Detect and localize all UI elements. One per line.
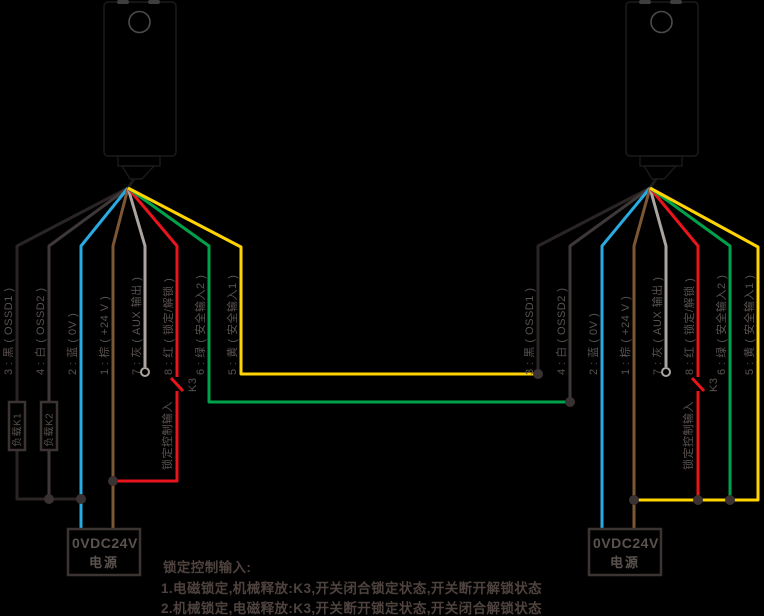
pin-label-right-3: 3 : 黑 ( OSSD1 ): [523, 287, 536, 375]
power-name-right: 电源: [610, 555, 640, 570]
pin-label-right-4: 4 : 白 ( OSSD2 ): [554, 287, 568, 375]
wire-right-white: [568, 186, 651, 402]
right-device-tab-icon: [670, 0, 682, 4]
left-device-hole-icon: [128, 10, 151, 34]
pin-label-right-2: 2 : 蓝 ( 0V ): [587, 313, 600, 375]
notes-title: 锁定控制输入:: [163, 559, 251, 575]
wire-right-brown: [632, 187, 652, 529]
right-device-connector: [639, 155, 683, 167]
wire-left-green: [127, 186, 570, 404]
wire-left-red-lower: [113, 391, 179, 483]
pin-label-left-8: 8 : 红 ( 锁定/解锁 ): [161, 278, 175, 375]
wire-left-black: [15, 186, 129, 402]
wire-right-green: [649, 186, 732, 500]
pin-label-left-1: 1 : 棕 ( +24 V ): [97, 296, 111, 375]
load-k2-box: [39, 400, 59, 452]
lock-input-label-right: 锁定控制输入: [681, 401, 695, 470]
pin-label-right-5: 5 : 黄 ( 安全输入1 ): [742, 275, 756, 375]
left-device: [103, 0, 177, 189]
power-24v-label-left: DC24V: [90, 535, 138, 551]
aux-terminal-circle-left: [140, 367, 150, 377]
left-device-cable-gland: [120, 165, 156, 180]
power-supply-left: 0V DC24V 电源: [66, 527, 142, 577]
junction-dot: [725, 495, 735, 505]
right-device-hole-icon: [650, 10, 673, 34]
wire-left-black-return: [15, 450, 81, 501]
pin-label-right-8: 8 : 红 ( 锁定/解锁 ): [682, 278, 696, 375]
notes-block: 锁定控制输入: 1.电磁锁定,机械释放:K3,开关闭合锁定状态,开关断开解锁状态…: [161, 559, 542, 616]
power-0v-label-left: 0V: [72, 535, 90, 551]
power-name-left: 电源: [89, 555, 119, 570]
left-device-body: [103, 1, 177, 157]
junction-dot: [108, 476, 118, 486]
junction-dot: [565, 397, 575, 407]
wire-right-blue: [600, 187, 652, 529]
right-pin-labels: 3 : 黑 ( OSSD1 ) 4 : 白 ( OSSD2 ) 2 : 蓝 ( …: [523, 275, 756, 375]
k3-switch-blade-right: [690, 376, 706, 393]
k3-switch-blade-left: [169, 376, 185, 393]
pin-label-right-6: 6 : 绿 ( 安全输入2 ): [714, 275, 728, 375]
load-k1-box: [7, 400, 27, 452]
junction-dot: [693, 495, 703, 505]
pin-label-right-1: 1 : 棕 ( +24 V ): [618, 296, 632, 375]
wire-left-white: [47, 186, 129, 402]
left-device-tab-icon: [148, 0, 160, 4]
left-device-cable: [126, 178, 136, 189]
power-supply-right: 0V DC24V 电源: [587, 527, 663, 577]
power-24v-label-right: DC24V: [611, 535, 659, 551]
k3-label-left: K3: [187, 378, 199, 392]
pin-label-left-4: 4 : 白 ( OSSD2 ): [33, 287, 47, 375]
wire-right-black: [536, 186, 651, 374]
pin-label-left-7: 7 : 灰 ( AUX 输出 ): [129, 277, 143, 375]
junction-dots: [44, 369, 735, 505]
notes-line2: 2.机械锁定,电磁释放:K3,开关断开锁定状态,开关闭合解锁状态: [161, 600, 542, 616]
pin-label-left-3: 3 : 黑 ( OSSD1 ): [2, 287, 15, 375]
wire-right-red-upper: [648, 187, 700, 377]
wire-left-gray: [126, 187, 147, 367]
junction-dot: [76, 494, 86, 504]
junction-dot: [533, 369, 543, 379]
wire-right-gray: [648, 187, 668, 367]
right-device-cable: [648, 178, 658, 189]
right-device-cable-gland: [642, 165, 678, 180]
junction-dot: [629, 495, 639, 505]
pin-label-right-7: 7 : 灰 ( AUX 输出 ): [650, 277, 664, 375]
power-box-right: [587, 527, 663, 577]
k3-label-right: K3: [708, 378, 720, 392]
power-0v-label-right: 0V: [593, 535, 611, 551]
pin-label-left-2: 2 : 蓝 ( 0V ): [66, 313, 79, 375]
left-pin-labels: 3 : 黑 ( OSSD1 ) 4 : 白 ( OSSD2 ) 2 : 蓝 ( …: [2, 275, 239, 375]
power-box-left: [66, 527, 142, 577]
load-k2-label: 负载K2: [43, 413, 56, 447]
wire-left-yellow: [127, 186, 539, 376]
right-device-tab-icon: [639, 0, 651, 4]
left-device-connector: [117, 155, 161, 167]
right-device: [625, 0, 699, 189]
right-device-body: [625, 1, 699, 157]
wire-left-brown: [111, 187, 130, 529]
left-device-tab-icon: [117, 0, 129, 4]
pin-label-left-6: 6 : 绿 ( 安全输入2 ): [193, 275, 207, 375]
pin-label-left-5: 5 : 黄 ( 安全输入1 ): [225, 275, 239, 375]
notes-line1: 1.电磁锁定,机械释放:K3,开关闭合锁定状态,开关断开解锁状态: [161, 580, 542, 596]
wire-left-red-upper: [126, 187, 179, 377]
junction-dot: [44, 494, 54, 504]
left-wires: [15, 186, 570, 529]
lock-input-label-left: 锁定控制输入: [160, 401, 174, 470]
load-k1-label: 负载K1: [11, 413, 24, 447]
loads: 负载K1 负载K2: [7, 400, 59, 452]
wire-left-blue: [79, 187, 130, 529]
aux-terminal-circle-right: [661, 367, 671, 377]
